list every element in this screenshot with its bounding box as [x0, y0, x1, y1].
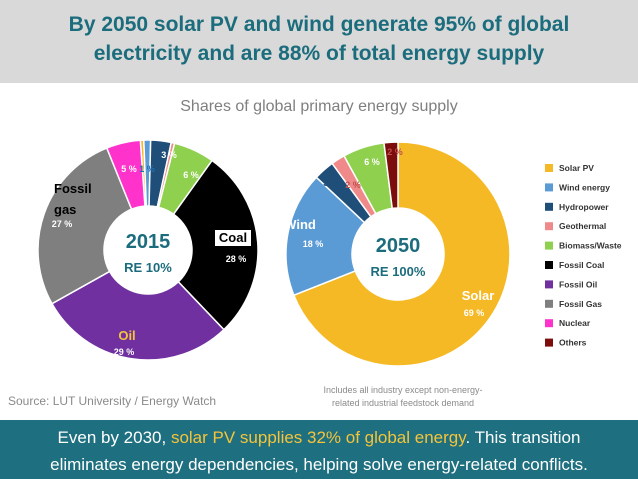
chart-subtitle: Shares of global primary energy supply	[180, 98, 458, 115]
legend-label-solar-pv: Solar PV	[559, 163, 594, 173]
donut-2015-center-re: RE 10%	[124, 260, 172, 275]
title-line-1: By 2050 solar PV and wind generate 95% o…	[68, 13, 570, 36]
legend-swatch-solar-pv	[545, 164, 553, 172]
donut-2050-pct-hydropower: 3 %	[323, 178, 339, 188]
legend-label-fossil-oil: Fossil Oil	[559, 279, 597, 289]
footnote-line-2: related industrial feedstock demand	[331, 398, 475, 408]
donut-2050-name-wind-energy: Wind	[284, 217, 316, 232]
legend-swatch-wind-energy	[545, 183, 553, 192]
legend-swatch-fossil-coal	[545, 261, 553, 269]
legend-label-geothermal: Geothermal	[559, 221, 606, 231]
donut-2050-center-re: RE 100%	[371, 264, 426, 279]
footer-line-2: eliminates energy dependencies, helping …	[50, 455, 588, 474]
footer-banner: Even by 2030, solar PV supplies 32% of g…	[0, 420, 638, 479]
legend-label-fossil-gas: Fossil Gas	[559, 299, 602, 309]
page-title: By 2050 solar PV and wind generate 95% o…	[0, 0, 638, 68]
legend-swatch-biomass-waste	[545, 241, 553, 250]
donut-2050-pct-wind-energy: 18 %	[303, 239, 324, 249]
legend-label-wind-energy: Wind energy	[559, 182, 610, 192]
legend-swatch-others	[545, 338, 553, 347]
legend-swatch-fossil-gas	[545, 299, 553, 308]
donut-2050-pct-biomass-waste: 6 %	[364, 157, 380, 167]
donut-2015-slice-fossil-gas	[37, 147, 133, 305]
donut-2015-pct-fossil-gas: 27 %	[52, 219, 73, 229]
legend-label-hydropower: Hydropower	[559, 202, 609, 212]
donut-2050-name-solar-pv: Solar	[462, 288, 495, 303]
donut-2050-pct-others: 2 %	[387, 147, 403, 157]
footer-highlight: solar PV supplies 32% of global energy	[170, 428, 466, 447]
donut-2015-pct-nuclear: 5 %	[121, 164, 137, 174]
donut-2015-name-fossil-oil: Oil	[118, 328, 135, 343]
footer-line1-post: . This transition	[465, 428, 581, 447]
legend-swatch-fossil-oil	[545, 280, 553, 289]
donut-2015-center-year: 2015	[126, 231, 171, 253]
legend-label-nuclear: Nuclear	[559, 318, 591, 328]
header-banner: By 2050 solar PV and wind generate 95% o…	[0, 0, 638, 83]
donut-2015-pct-wind-energy: 1 %	[139, 164, 155, 174]
donut-2015-pct-biomass-waste: 6 %	[183, 170, 199, 180]
legend-label-others: Others	[559, 338, 587, 348]
donut-2015-slice-fossil-oil	[50, 270, 225, 361]
legend-label-biomass-waste: Biomass/Waste	[559, 241, 622, 251]
donut-2015-pct-hydropower: 3 %	[161, 150, 177, 160]
donut-2015-pct-fossil-coal: 28 %	[226, 254, 247, 264]
donut-2050-slice-solar-pv	[292, 141, 511, 367]
footnote-line-1: Includes all industry except non-energy-	[323, 385, 483, 395]
donut-2050-center-year: 2050	[376, 235, 421, 257]
donut-2050-slice-others	[383, 141, 399, 210]
donut-2050-pct-solar-pv: 69 %	[464, 308, 485, 318]
footnote: Includes all industry except non-energy-…	[296, 384, 510, 410]
legend-swatch-geothermal	[545, 222, 553, 231]
donut-2015-name-fossil-gas-1: Fossil	[54, 181, 92, 196]
title-line-2: electricity and are 88% of total energy …	[93, 42, 545, 65]
footer-line1-pre: Even by 2030,	[57, 428, 171, 447]
donut-2015-pct-fossil-oil: 29 %	[114, 347, 135, 357]
legend-swatch-hydropower	[545, 202, 553, 211]
donut-2050-slice-wind-energy	[285, 176, 366, 297]
donut-2050-pct-geothermal: 2 %	[345, 180, 361, 190]
donut-2015-slice-nuclear	[105, 139, 146, 211]
coal-label-background	[215, 230, 251, 246]
legend-label-fossil-coal: Fossil Coal	[559, 260, 604, 270]
donut-2015-name-fossil-coal: Coal	[219, 230, 247, 245]
donut-2015-name-fossil-gas-2: gas	[54, 202, 76, 217]
source-text: Source: LUT University / Energy Watch	[8, 394, 217, 408]
legend-swatch-nuclear	[545, 319, 553, 328]
